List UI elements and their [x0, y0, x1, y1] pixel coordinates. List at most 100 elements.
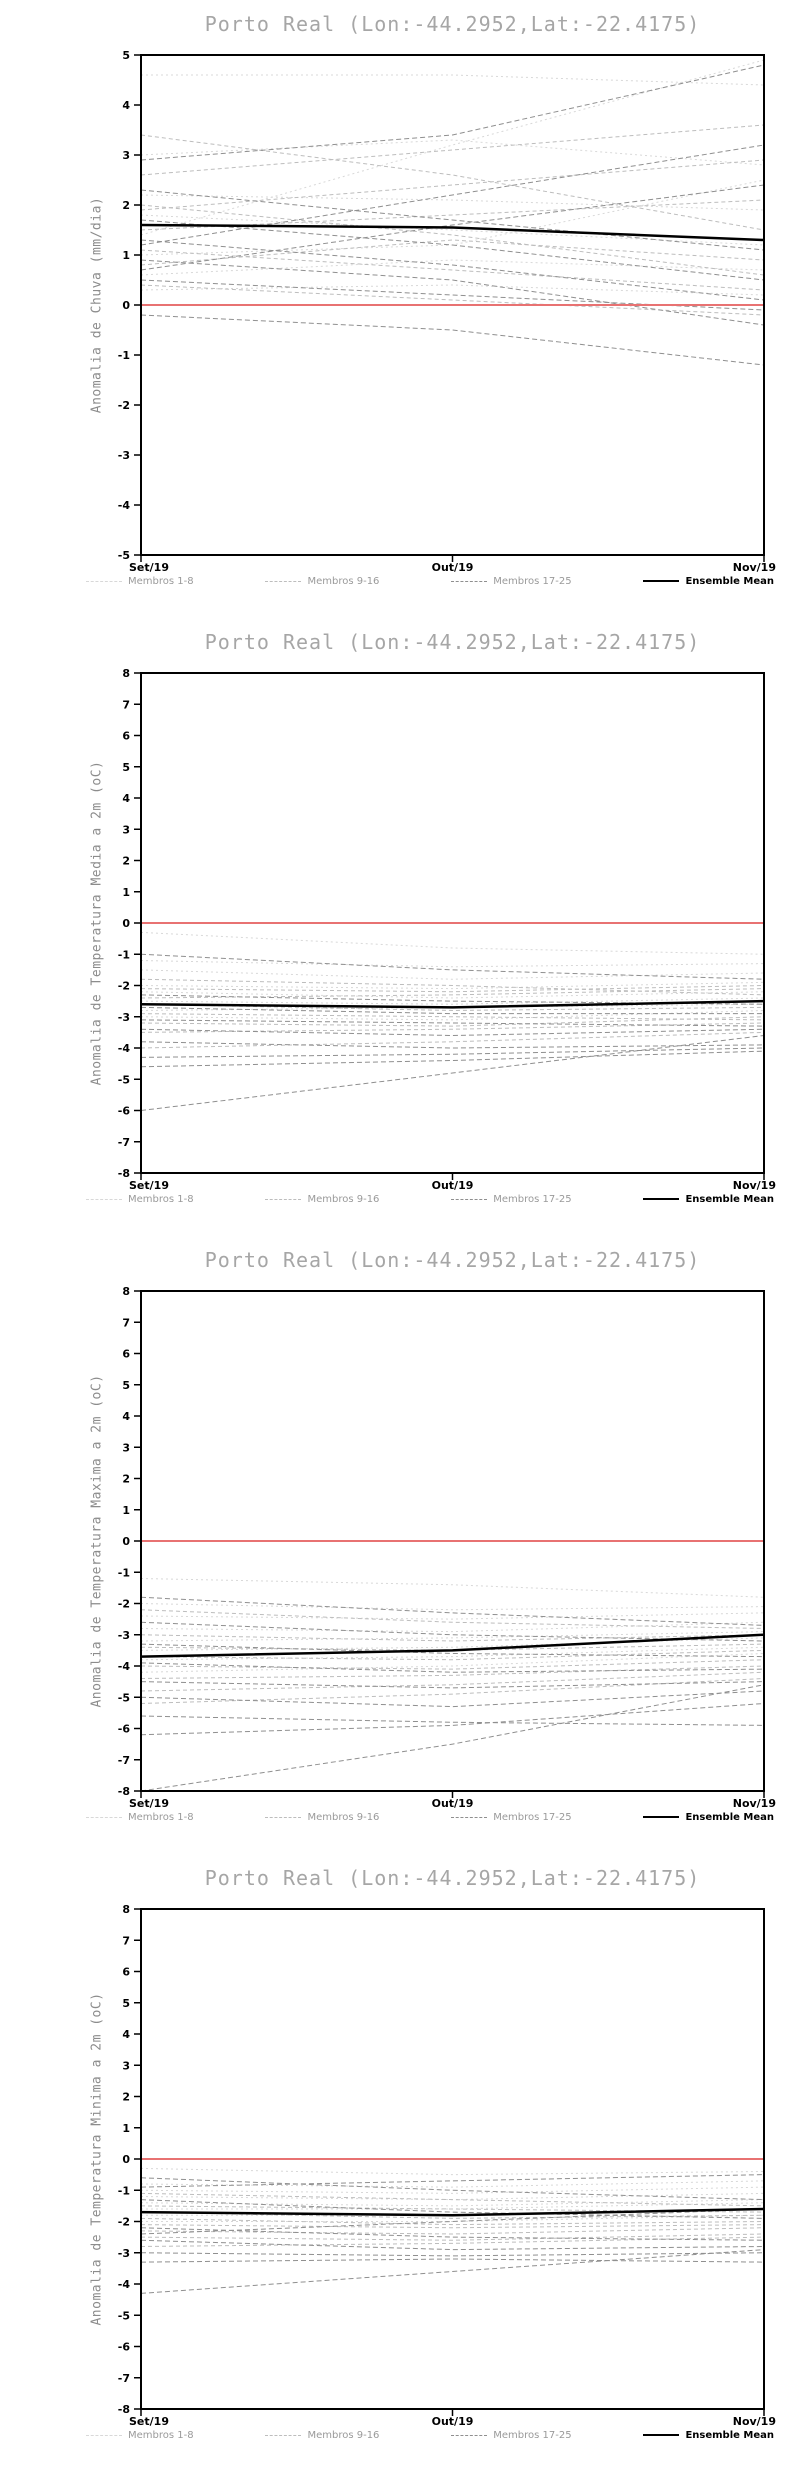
legend-label: Ensemble Mean	[685, 575, 774, 587]
legend: Membros 1-8 Membros 9-16 Membros 17-25 E…	[86, 571, 774, 591]
svg-text:-1: -1	[118, 1566, 130, 1579]
svg-text:-2: -2	[118, 399, 130, 412]
svg-text:-2: -2	[118, 1598, 130, 1611]
svg-text:-1: -1	[118, 948, 130, 961]
svg-text:-8: -8	[118, 2403, 130, 2416]
legend-item-membros-9-16: Membros 9-16	[265, 576, 379, 587]
svg-text:8: 8	[122, 1285, 130, 1298]
svg-text:Nov/19: Nov/19	[733, 2415, 776, 2428]
dashed-line-icon	[86, 1198, 122, 1200]
legend-label: Ensemble Mean	[685, 1193, 774, 1205]
legend-item-membros-9-16: Membros 9-16	[265, 1812, 379, 1823]
legend: Membros 1-8 Membros 9-16 Membros 17-25 E…	[86, 1807, 774, 1827]
svg-text:1: 1	[122, 886, 130, 899]
dashed-line-icon	[451, 1816, 488, 1818]
svg-text:7: 7	[122, 1934, 130, 1947]
svg-text:6: 6	[122, 1966, 130, 1979]
legend-item-membros-1-8: Membros 1-8	[86, 576, 194, 587]
chart-title: Porto Real (Lon:-44.2952,Lat:-22.4175)	[204, 12, 701, 36]
legend-item-membros-17-25: Membros 17-25	[451, 575, 572, 587]
svg-text:-6: -6	[118, 2341, 131, 2354]
svg-text:0: 0	[122, 917, 130, 930]
svg-text:0: 0	[122, 1535, 130, 1548]
svg-text:Set/19: Set/19	[129, 561, 169, 574]
legend-label: Membros 9-16	[307, 575, 380, 587]
svg-text:-7: -7	[118, 2372, 130, 2385]
svg-text:-3: -3	[118, 1011, 130, 1024]
svg-text:Set/19: Set/19	[129, 1179, 169, 1192]
legend-label: Membros 1-8	[128, 575, 194, 587]
svg-text:-4: -4	[118, 1042, 131, 1055]
dashed-line-icon	[265, 580, 302, 582]
svg-text:-4: -4	[118, 499, 131, 512]
svg-text:4: 4	[122, 1410, 130, 1423]
legend-label: Membros 17-25	[493, 575, 572, 587]
svg-text:-5: -5	[118, 1691, 130, 1704]
svg-text:-4: -4	[118, 2278, 131, 2291]
svg-text:-4: -4	[118, 1660, 131, 1673]
dashed-line-icon	[451, 2434, 488, 2436]
legend-item-membros-9-16: Membros 9-16	[265, 1194, 379, 1205]
legend-label: Membros 1-8	[128, 1811, 194, 1823]
dashed-line-icon	[265, 1198, 302, 1200]
svg-text:7: 7	[122, 1316, 130, 1329]
svg-text:4: 4	[122, 2028, 130, 2041]
legend-label: Membros 17-25	[493, 1193, 572, 1205]
svg-text:4: 4	[122, 99, 130, 112]
chart-panel-temp-maxima: Porto Real (Lon:-44.2952,Lat:-22.4175) A…	[0, 1236, 800, 1854]
legend: Membros 1-8 Membros 9-16 Membros 17-25 E…	[86, 1189, 774, 1209]
chart-title: Porto Real (Lon:-44.2952,Lat:-22.4175)	[204, 1248, 701, 1272]
svg-text:Out/19: Out/19	[432, 1797, 474, 1810]
svg-text:Nov/19: Nov/19	[733, 1179, 776, 1192]
svg-text:Out/19: Out/19	[432, 561, 474, 574]
svg-text:3: 3	[122, 823, 130, 836]
svg-text:-5: -5	[118, 549, 130, 562]
svg-text:Out/19: Out/19	[432, 2415, 474, 2428]
svg-text:Out/19: Out/19	[432, 1179, 474, 1192]
dashed-line-icon	[451, 1198, 488, 1200]
svg-text:-5: -5	[118, 1073, 130, 1086]
svg-text:-6: -6	[118, 1723, 131, 1736]
svg-text:-7: -7	[118, 1136, 130, 1149]
svg-text:Set/19: Set/19	[129, 2415, 169, 2428]
svg-text:Nov/19: Nov/19	[733, 561, 776, 574]
chart-title: Porto Real (Lon:-44.2952,Lat:-22.4175)	[204, 1866, 701, 1890]
dashed-line-icon	[451, 580, 488, 582]
svg-text:-8: -8	[118, 1785, 130, 1798]
svg-text:1: 1	[122, 1504, 130, 1517]
svg-text:-6: -6	[118, 1105, 131, 1118]
dashed-line-icon	[265, 2434, 302, 2436]
svg-text:-2: -2	[118, 2216, 130, 2229]
svg-text:8: 8	[122, 1903, 130, 1916]
legend-label: Membros 9-16	[307, 2429, 380, 2441]
legend-item-membros-9-16: Membros 9-16	[265, 2430, 379, 2441]
legend-label: Membros 17-25	[493, 1811, 572, 1823]
temp-maxima-plot-svg: -8 -7 -6 -5 -4 -3 -2 -1 0 1 2 3 4 5 6 7 8 Set/19 Out/19 Nov…	[118, 1285, 776, 1810]
svg-text:-3: -3	[118, 1629, 130, 1642]
legend-label: Ensemble Mean	[685, 2429, 774, 2441]
solid-line-icon	[643, 580, 680, 582]
chart-panel-temp-minima: Porto Real (Lon:-44.2952,Lat:-22.4175) A…	[0, 1854, 800, 2472]
svg-text:6: 6	[122, 1348, 130, 1361]
svg-text:2: 2	[122, 855, 130, 868]
svg-text:0: 0	[122, 2153, 130, 2166]
legend-label: Ensemble Mean	[685, 1811, 774, 1823]
svg-text:-3: -3	[118, 449, 130, 462]
solid-line-icon	[643, 1816, 680, 1818]
temp-media-plot-svg: -8 -7 -6 -5 -4 -3 -2 -1 0 1 2 3 4 5 6 7 8 Set/19 Out/19 Nov…	[118, 667, 776, 1192]
legend-label: Membros 1-8	[128, 1193, 194, 1205]
solid-line-icon	[643, 1198, 680, 1200]
legend: Membros 1-8 Membros 9-16 Membros 17-25 E…	[86, 2425, 774, 2445]
chart-panel-precipitation: Porto Real (Lon:-44.2952,Lat:-22.4175) A…	[0, 0, 800, 618]
legend-item-ensemble-mean: Ensemble Mean	[643, 1194, 774, 1205]
svg-text:5: 5	[122, 49, 130, 62]
svg-text:-8: -8	[118, 1167, 130, 1180]
legend-item-membros-1-8: Membros 1-8	[86, 1194, 194, 1205]
svg-text:8: 8	[122, 667, 130, 680]
dashed-line-icon	[86, 1816, 122, 1818]
svg-text:-2: -2	[118, 980, 130, 993]
legend-item-membros-17-25: Membros 17-25	[451, 1811, 572, 1823]
svg-text:4: 4	[122, 792, 130, 805]
svg-text:5: 5	[122, 1997, 130, 2010]
